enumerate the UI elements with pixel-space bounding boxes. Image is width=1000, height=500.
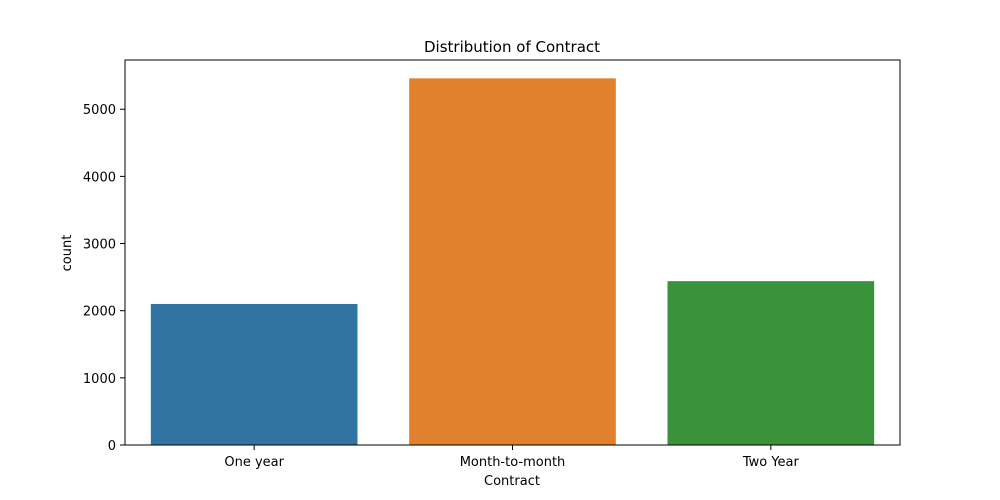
- bars-group: [150, 78, 875, 445]
- x-tick-label: One year: [224, 455, 284, 470]
- y-tick-label: 4000: [83, 170, 116, 185]
- bar-month-to-month: [409, 78, 616, 445]
- x-tick-label: Month-to-month: [460, 455, 566, 470]
- y-tick-label: 5000: [83, 103, 116, 118]
- x-tick-label: Two Year: [742, 455, 800, 470]
- chart-title: Distribution of Contract: [424, 38, 600, 56]
- x-axis: One year Month-to-month Two Year: [224, 445, 800, 470]
- y-tick-label: 0: [108, 439, 116, 454]
- bar-two-year: [667, 281, 875, 445]
- y-tick-label: 3000: [83, 238, 116, 253]
- bar-one-year: [150, 303, 358, 445]
- y-axis-label: count: [60, 235, 75, 272]
- y-tick-label: 2000: [83, 305, 116, 320]
- y-axis: 0 1000 2000 3000 4000 5000: [83, 103, 125, 454]
- x-axis-label: Contract: [484, 474, 540, 489]
- y-tick-label: 1000: [83, 372, 116, 387]
